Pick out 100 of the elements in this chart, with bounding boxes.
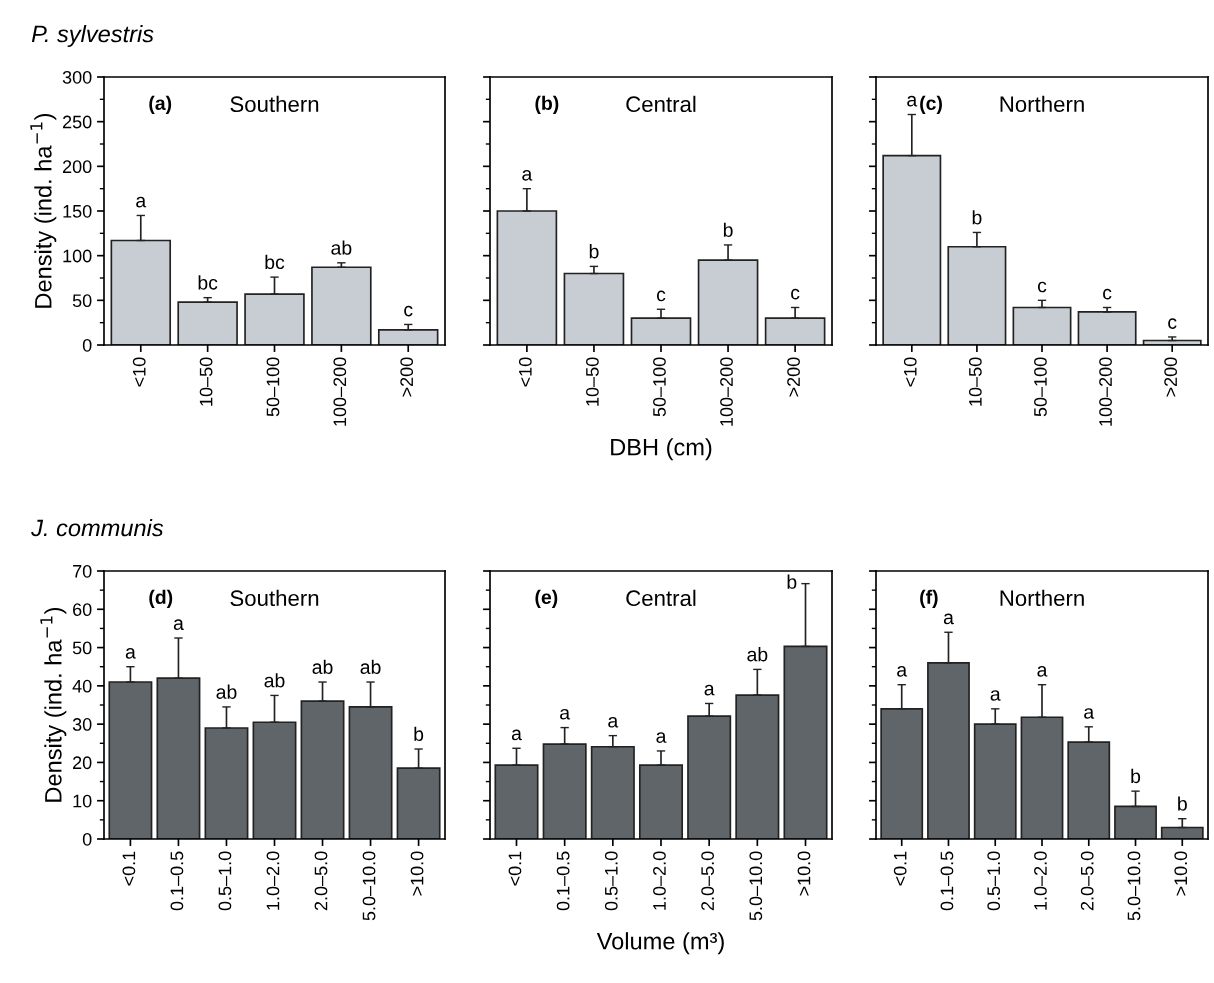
x-tick-label: 5.0–10.0 bbox=[1127, 851, 1141, 921]
x-tick-label: <0.1 bbox=[508, 851, 522, 886]
y-axis-title: Density (ind. ha$^{−1}$) bbox=[40, 607, 67, 802]
x-tick-label: 0.1–0.5 bbox=[170, 851, 184, 911]
x-tick-label: <10 bbox=[518, 357, 532, 387]
bar bbox=[494, 764, 539, 839]
y-tick-label: 0 bbox=[82, 338, 92, 352]
x-tick-label: 2.0–5.0 bbox=[701, 851, 715, 911]
x-tick-label: <10 bbox=[903, 357, 917, 387]
y-tick-label: 100 bbox=[63, 249, 92, 263]
x-tick-label: 2.0–5.0 bbox=[1080, 851, 1094, 911]
text: Southern bbox=[230, 589, 319, 607]
x-tick-label: 1.0–2.0 bbox=[266, 851, 280, 910]
annotation: a bbox=[173, 619, 184, 630]
annotation: a bbox=[897, 666, 908, 677]
x-axis-title: DBH (cm) bbox=[611, 438, 712, 461]
annotation: b bbox=[723, 222, 733, 237]
y-tick-label: 20 bbox=[73, 756, 92, 770]
annotation: a bbox=[990, 690, 1001, 701]
annotation: a bbox=[125, 648, 136, 659]
annotation: a bbox=[522, 170, 533, 181]
x-tick-label: 0.1–0.5 bbox=[940, 851, 954, 911]
annotation: b bbox=[787, 574, 797, 589]
x-tick-label: 10–50 bbox=[199, 357, 213, 406]
bar bbox=[1077, 311, 1137, 345]
annotation: (e) bbox=[535, 589, 558, 608]
y-tick-label: 70 bbox=[73, 564, 92, 578]
bar bbox=[927, 662, 970, 839]
y-tick-label: 50 bbox=[72, 641, 92, 655]
annotation: b bbox=[972, 210, 982, 225]
annotation: c bbox=[791, 288, 800, 300]
bar bbox=[542, 743, 587, 839]
x-tick-label: >10.0 bbox=[1174, 851, 1188, 896]
annotation: b bbox=[414, 726, 424, 742]
annotation: c bbox=[656, 290, 666, 302]
x-tick-label: 50–100 bbox=[653, 357, 666, 417]
annotation: ab bbox=[331, 240, 352, 255]
text: Northern bbox=[1000, 589, 1084, 607]
bar bbox=[496, 210, 558, 345]
x-tick-label: 10–50 bbox=[586, 357, 599, 406]
bar bbox=[735, 694, 780, 839]
y-tick-label: 300 bbox=[62, 70, 92, 84]
y-tick-label: 10 bbox=[73, 794, 92, 808]
x-tick-label: 0.1–0.5 bbox=[556, 851, 570, 911]
y-tick-label: 60 bbox=[73, 603, 92, 617]
annotation: (b) bbox=[535, 95, 559, 114]
y-tick-label: 50 bbox=[72, 294, 92, 308]
bar bbox=[204, 727, 249, 839]
annotation: a bbox=[511, 729, 522, 741]
x-tick-label: 0.5–1.0 bbox=[218, 851, 232, 911]
annotation: ab bbox=[360, 659, 381, 675]
annotation: (f) bbox=[920, 589, 938, 608]
x-tick-label: <0.1 bbox=[893, 851, 907, 886]
annotation: a bbox=[1084, 708, 1095, 719]
y-tick-label: 30 bbox=[72, 718, 92, 731]
x-axis-title: Volume (m³) bbox=[596, 932, 724, 955]
x-tick-label: >200 bbox=[1164, 357, 1178, 397]
x-tick-label: 100–200 bbox=[333, 357, 347, 426]
y-tick-label: 150 bbox=[63, 204, 92, 218]
bar bbox=[177, 301, 238, 345]
annotation: a bbox=[136, 196, 147, 208]
bar bbox=[973, 723, 1017, 839]
text: Central bbox=[626, 95, 696, 113]
x-tick-label: 5.0–10.0 bbox=[362, 851, 376, 921]
annotation: ab bbox=[216, 684, 237, 699]
annotation: ab bbox=[264, 673, 285, 688]
annotation: c bbox=[1168, 318, 1177, 329]
annotation: b bbox=[1178, 796, 1187, 811]
bar bbox=[880, 707, 924, 839]
x-tick-label: 100–200 bbox=[720, 357, 733, 426]
x-tick-label: 0.5–1.0 bbox=[987, 851, 1001, 911]
bar bbox=[348, 706, 393, 839]
y-tick-label: 0 bbox=[82, 832, 92, 846]
annotation: (a) bbox=[149, 95, 172, 114]
x-tick-label: 10–50 bbox=[968, 357, 982, 406]
y-axis-title: Density (ind. ha$^{−1}$) bbox=[30, 113, 57, 308]
annotation: a bbox=[704, 684, 715, 696]
bar bbox=[311, 266, 372, 345]
annotation: a bbox=[656, 732, 667, 743]
annotation: ab bbox=[312, 659, 333, 675]
x-tick-label: 5.0–10.0 bbox=[749, 851, 763, 921]
annotation: a bbox=[560, 708, 571, 720]
x-tick-label: 1.0–2.0 bbox=[653, 851, 666, 910]
annotation: b bbox=[1131, 768, 1141, 784]
bar bbox=[244, 293, 305, 345]
x-tick-label: >200 bbox=[400, 357, 414, 397]
x-tick-label: 50–100 bbox=[1034, 357, 1047, 417]
x-tick-label: 0.5–1.0 bbox=[604, 851, 618, 911]
x-tick-label: <0.1 bbox=[122, 851, 136, 886]
x-tick-label: <10 bbox=[132, 357, 146, 387]
annotation: c bbox=[404, 305, 413, 317]
x-tick-label: >200 bbox=[787, 357, 800, 397]
annotation: b bbox=[589, 244, 599, 259]
bar bbox=[396, 767, 441, 839]
annotation: ab bbox=[747, 647, 768, 662]
x-tick-label: 100–200 bbox=[1099, 357, 1112, 426]
bar bbox=[108, 681, 153, 839]
annotation: c bbox=[1103, 288, 1112, 300]
x-tick-label: >10.0 bbox=[797, 851, 811, 896]
bar bbox=[638, 764, 684, 839]
